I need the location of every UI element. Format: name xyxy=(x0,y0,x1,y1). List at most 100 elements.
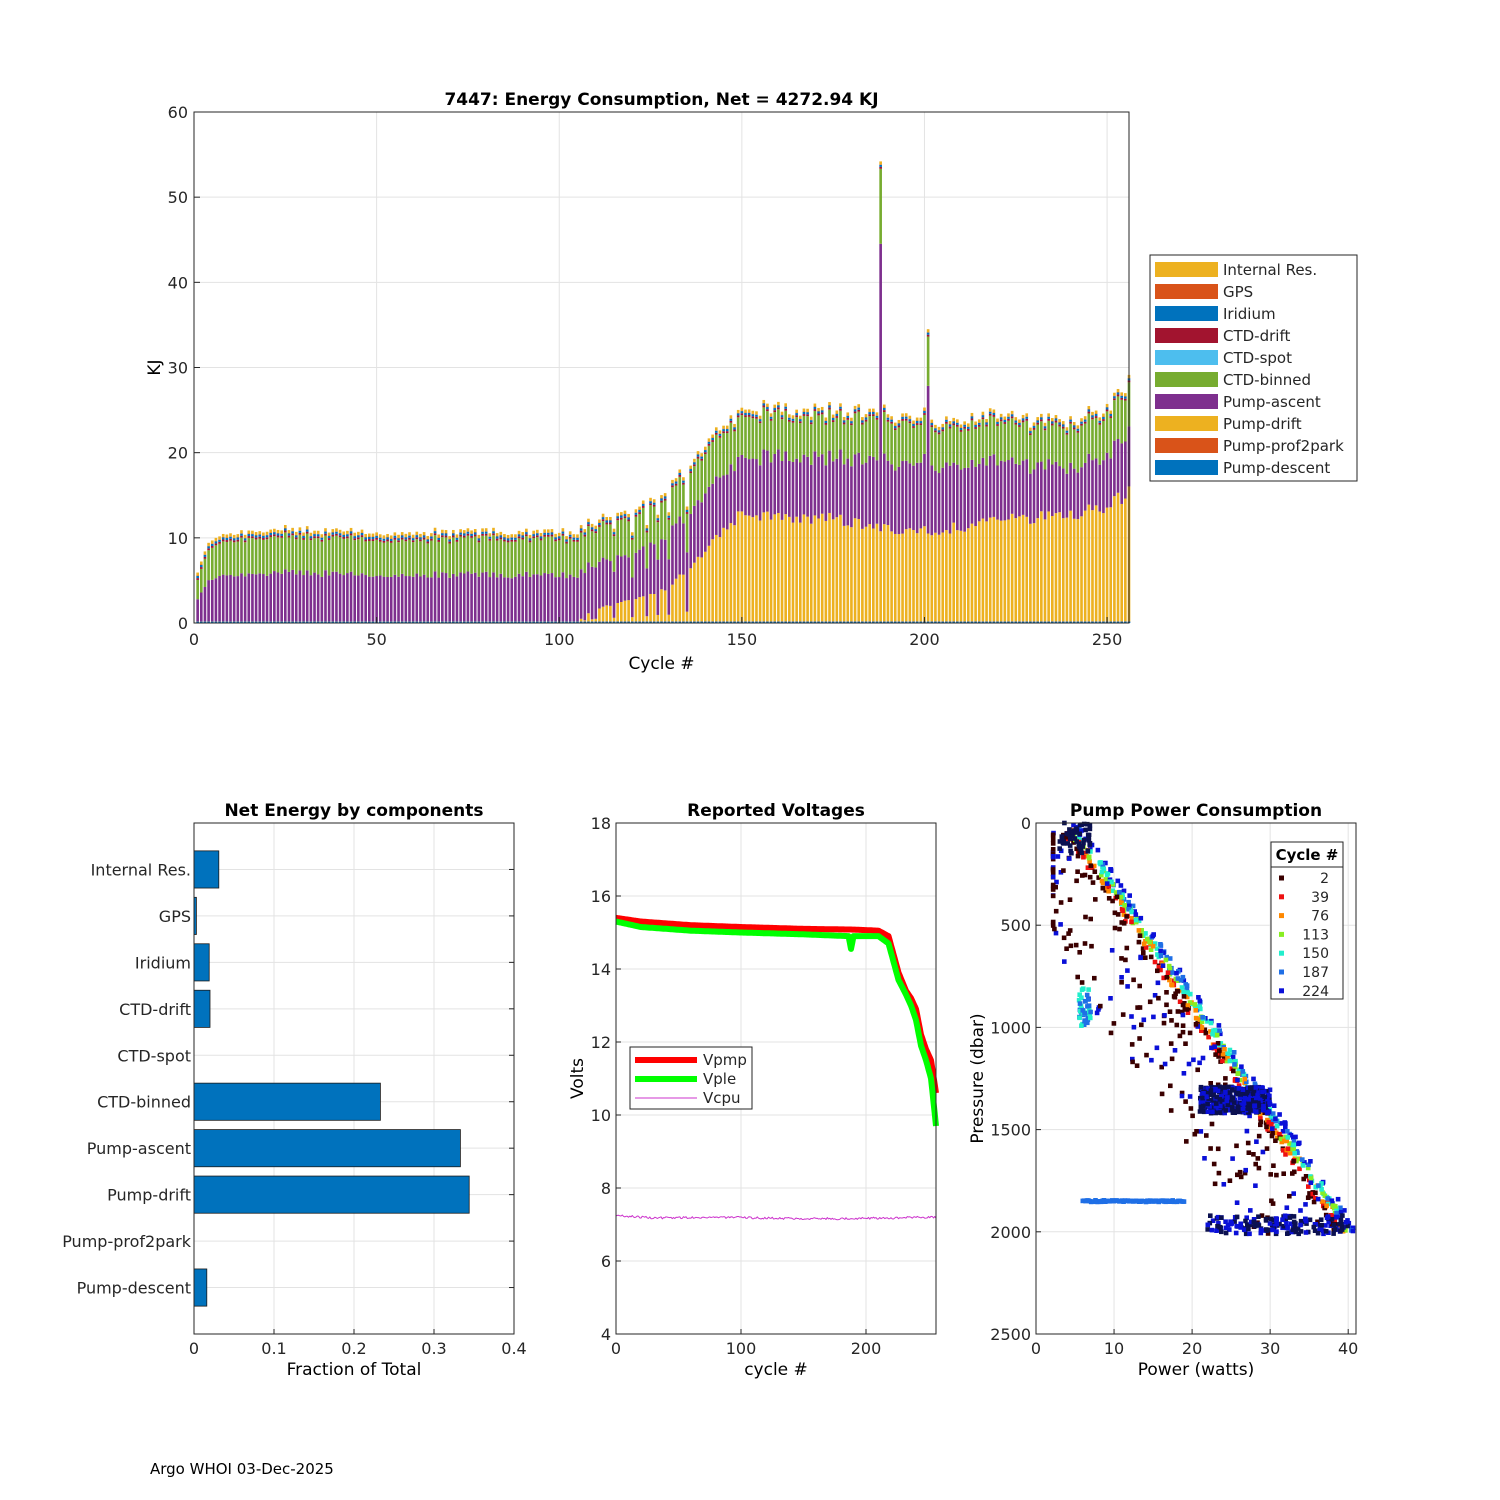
energy-bar-segment xyxy=(404,539,408,542)
energy-bar-segment xyxy=(243,542,247,577)
energy-bar-segment xyxy=(1087,453,1091,505)
pump-point xyxy=(1154,1045,1160,1051)
pump-point xyxy=(1313,1196,1318,1201)
energy-bar-segment xyxy=(798,621,802,623)
energy-bar-segment xyxy=(309,532,313,536)
energy-bar-segment xyxy=(382,621,386,623)
energy-bar-segment xyxy=(966,426,970,429)
energy-bar-segment xyxy=(645,532,649,569)
energy-bar-segment xyxy=(229,536,232,539)
energy-bar-segment xyxy=(397,540,400,543)
pump-point xyxy=(1216,1170,1222,1176)
pump-point xyxy=(1248,1208,1253,1213)
energy-bar-segment xyxy=(1069,416,1072,420)
pump-point xyxy=(1273,1138,1278,1143)
energy-bar-segment xyxy=(1032,523,1036,622)
energy-bar-segment xyxy=(956,464,959,531)
energy-bar-segment xyxy=(667,614,671,622)
energy-bar-segment xyxy=(671,483,674,486)
energy-bar-segment xyxy=(1014,621,1018,623)
energy-bar-segment xyxy=(652,621,656,623)
pump-legend-title: Cycle # xyxy=(1276,846,1339,864)
pump-point xyxy=(1058,922,1063,927)
pump-point xyxy=(1280,1129,1286,1134)
energy-bar-segment xyxy=(484,571,488,622)
energy-bar-segment xyxy=(1109,458,1113,508)
pump-point xyxy=(1315,1230,1321,1236)
energy-bar-segment xyxy=(641,500,645,504)
energy-bar-segment xyxy=(353,538,357,541)
energy-bar-segment xyxy=(1061,421,1065,425)
energy-bar-segment xyxy=(462,533,466,536)
energy-bar-segment xyxy=(495,533,499,537)
energy-bar-segment xyxy=(287,530,291,534)
energy-bar-segment xyxy=(904,420,908,461)
energy-bar-segment xyxy=(1003,422,1007,424)
pump-point xyxy=(1079,828,1084,833)
energy-bar-segment xyxy=(262,535,265,539)
energy-bar-segment xyxy=(941,431,945,468)
energy-bar-segment xyxy=(539,538,543,541)
energy-bar-segment xyxy=(320,621,324,623)
energy-bar-segment xyxy=(1050,425,1054,465)
energy-bar-segment xyxy=(784,410,787,452)
energy-bar-segment xyxy=(590,531,594,567)
energy-bar-segment xyxy=(572,537,576,540)
energy-bar-segment xyxy=(656,514,660,518)
energy-bar-segment xyxy=(276,537,280,573)
pump-point xyxy=(1211,1092,1216,1098)
pump-point xyxy=(1086,835,1091,840)
pump-point xyxy=(1205,1101,1210,1107)
energy-bar-segment xyxy=(795,417,798,459)
pump-point xyxy=(1137,933,1143,938)
pump-point xyxy=(1274,1172,1279,1178)
energy-bar-segment xyxy=(846,417,850,420)
energy-bar-segment xyxy=(605,522,609,525)
energy-bar-segment xyxy=(1083,510,1087,622)
pump-point xyxy=(1238,1092,1243,1097)
energy-bar-segment xyxy=(1029,523,1032,622)
energy-bar-segment xyxy=(1094,413,1098,417)
energy-bar-segment xyxy=(218,543,221,576)
energy-bar-segment xyxy=(857,519,861,622)
energy-bar-segment xyxy=(828,409,831,451)
energy-bar-segment xyxy=(992,409,996,413)
energy-bar-segment xyxy=(1116,388,1120,392)
energy-bar-segment xyxy=(1105,407,1109,410)
pump-point xyxy=(1169,1056,1175,1062)
pump-point xyxy=(1260,1110,1265,1116)
pump-point xyxy=(1293,1229,1299,1235)
energy-bar-segment xyxy=(466,528,470,532)
pump-point xyxy=(1099,869,1105,875)
pump-point xyxy=(1184,1139,1189,1144)
net-energy-bar xyxy=(193,989,211,1028)
energy-bar-segment xyxy=(700,456,703,459)
pump-point xyxy=(1312,1228,1318,1233)
energy-bar-segment xyxy=(1007,413,1010,417)
energy-bar-segment xyxy=(700,460,703,503)
pump-point xyxy=(1292,1224,1297,1230)
energy-bar-segment xyxy=(1124,393,1127,397)
energy-bar-segment xyxy=(831,461,835,520)
energy-bar-segment xyxy=(452,537,455,574)
energy-bar-segment xyxy=(525,621,528,623)
pump-point xyxy=(1233,1230,1239,1236)
energy-bar-segment xyxy=(1076,430,1080,433)
energy-bar-segment xyxy=(649,621,652,623)
energy-bar-segment xyxy=(974,427,977,429)
pump-point xyxy=(1078,1008,1083,1014)
energy-bar-segment xyxy=(868,412,871,415)
pump-point xyxy=(1076,997,1082,1003)
energy-xtick-label: 0 xyxy=(189,630,199,649)
energy-bar-segment xyxy=(360,621,364,623)
pump-point xyxy=(1053,884,1058,890)
energy-bar-segment xyxy=(820,513,824,622)
pump-point xyxy=(1164,1002,1169,1008)
energy-bar-segment xyxy=(1080,423,1083,426)
pump-point xyxy=(1148,954,1154,960)
pump-point xyxy=(1248,1085,1253,1090)
pump-point xyxy=(1328,1213,1334,1218)
energy-bar-segment xyxy=(550,621,554,623)
energy-bar-segment xyxy=(952,462,955,523)
energy-bar-segment xyxy=(408,539,411,577)
